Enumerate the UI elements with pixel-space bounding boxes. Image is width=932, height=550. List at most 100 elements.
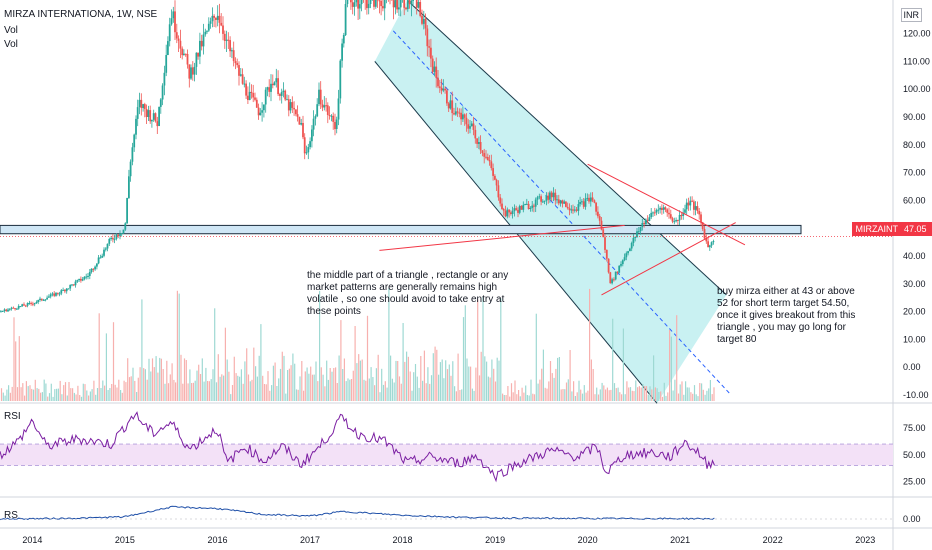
volume-bar	[631, 390, 633, 401]
candle-body	[302, 123, 304, 138]
volume-bar	[701, 383, 703, 401]
candle-body	[39, 298, 41, 300]
volume-bar	[36, 388, 38, 401]
symbol-title: MIRZA INTERNATIONA, 1W, NSE	[4, 9, 158, 20]
candle-body	[49, 294, 52, 297]
volume-bar	[226, 359, 228, 401]
volume-bar	[596, 387, 598, 401]
candle-body	[620, 264, 622, 266]
volume-bar	[166, 360, 168, 401]
candle-body	[275, 78, 278, 83]
candle-body	[261, 110, 263, 113]
volume-bar	[455, 391, 457, 401]
candle-body	[554, 192, 557, 201]
volume-bar	[120, 390, 122, 401]
volume-bar	[581, 393, 584, 401]
volume-bar	[390, 355, 392, 401]
candle-body	[476, 138, 478, 144]
candle-body	[632, 237, 635, 243]
candle-body	[696, 206, 699, 211]
volume-bar	[494, 381, 497, 401]
volume-bar	[88, 395, 90, 401]
candle-body	[222, 25, 224, 34]
candle-body	[611, 279, 613, 284]
candle-body	[682, 212, 685, 216]
volume-bar	[18, 336, 20, 401]
candle-body	[478, 142, 480, 144]
volume-bar	[537, 383, 539, 401]
candle-body	[255, 99, 258, 108]
volume-bar	[247, 374, 250, 401]
candle-body	[383, 0, 386, 9]
volume-bar	[306, 367, 308, 401]
volume-bar	[461, 389, 463, 401]
volume-bar	[221, 374, 223, 401]
volume-bar	[322, 374, 324, 401]
candle-body	[181, 48, 184, 56]
volume-bar	[622, 328, 624, 401]
candle-body	[673, 221, 676, 223]
candle-body	[195, 52, 198, 67]
candle-body	[72, 284, 75, 286]
candle-body	[598, 216, 601, 221]
candle-body	[458, 112, 461, 114]
candle-body	[197, 52, 199, 57]
candle-body	[508, 209, 510, 213]
volume-bar	[41, 392, 43, 401]
volume-bar	[116, 387, 118, 401]
candle-body	[559, 200, 562, 204]
candle-body	[307, 147, 310, 153]
volume-bar	[406, 351, 408, 401]
candle-body	[636, 231, 638, 237]
candle-body	[268, 87, 271, 92]
candle-body	[296, 114, 299, 117]
candle-body	[3, 309, 6, 311]
candle-body	[26, 303, 29, 306]
candle-body	[213, 15, 215, 18]
candle-body	[33, 303, 36, 305]
candle-body	[142, 104, 144, 108]
volume-bar	[354, 326, 356, 401]
candle-body	[449, 100, 452, 109]
time-axis-tick: 2023	[855, 535, 875, 545]
volume-bar	[521, 387, 523, 401]
volume-bar	[423, 350, 425, 401]
volume-bar	[155, 356, 157, 401]
volume-bar	[375, 368, 377, 401]
volume-bar	[393, 382, 395, 401]
volume-bar	[9, 392, 11, 401]
candle-body	[566, 206, 569, 209]
volume-bar	[183, 358, 186, 401]
candle-body	[191, 67, 194, 75]
volume-bar	[612, 318, 614, 401]
candle-body	[32, 303, 34, 305]
volume-bar	[621, 394, 623, 401]
candle-body	[145, 109, 148, 117]
volume-bar	[546, 388, 548, 401]
candle-body	[23, 304, 25, 306]
candle-body	[524, 204, 526, 206]
volume-bar	[514, 380, 516, 401]
volume-bar	[509, 396, 511, 401]
volume-bar	[2, 392, 4, 401]
candle-body	[167, 41, 169, 55]
volume-bar	[452, 361, 454, 401]
candle-body	[76, 280, 79, 282]
candle-body	[209, 21, 212, 24]
candle-body	[156, 121, 159, 127]
volume-bar	[448, 364, 450, 401]
candle-body	[616, 271, 619, 273]
candle-body	[369, 0, 372, 4]
volume-bar	[526, 395, 528, 401]
volume-bar	[407, 356, 409, 401]
volume-bar	[510, 383, 513, 401]
candle-body	[81, 279, 84, 281]
candle-body	[138, 99, 141, 107]
volume-bar	[40, 392, 42, 401]
candle-body	[188, 64, 191, 79]
candle-body	[295, 109, 297, 115]
channel-upper-line	[406, 0, 727, 296]
candle-body	[613, 279, 615, 281]
volume-bar	[468, 366, 470, 401]
